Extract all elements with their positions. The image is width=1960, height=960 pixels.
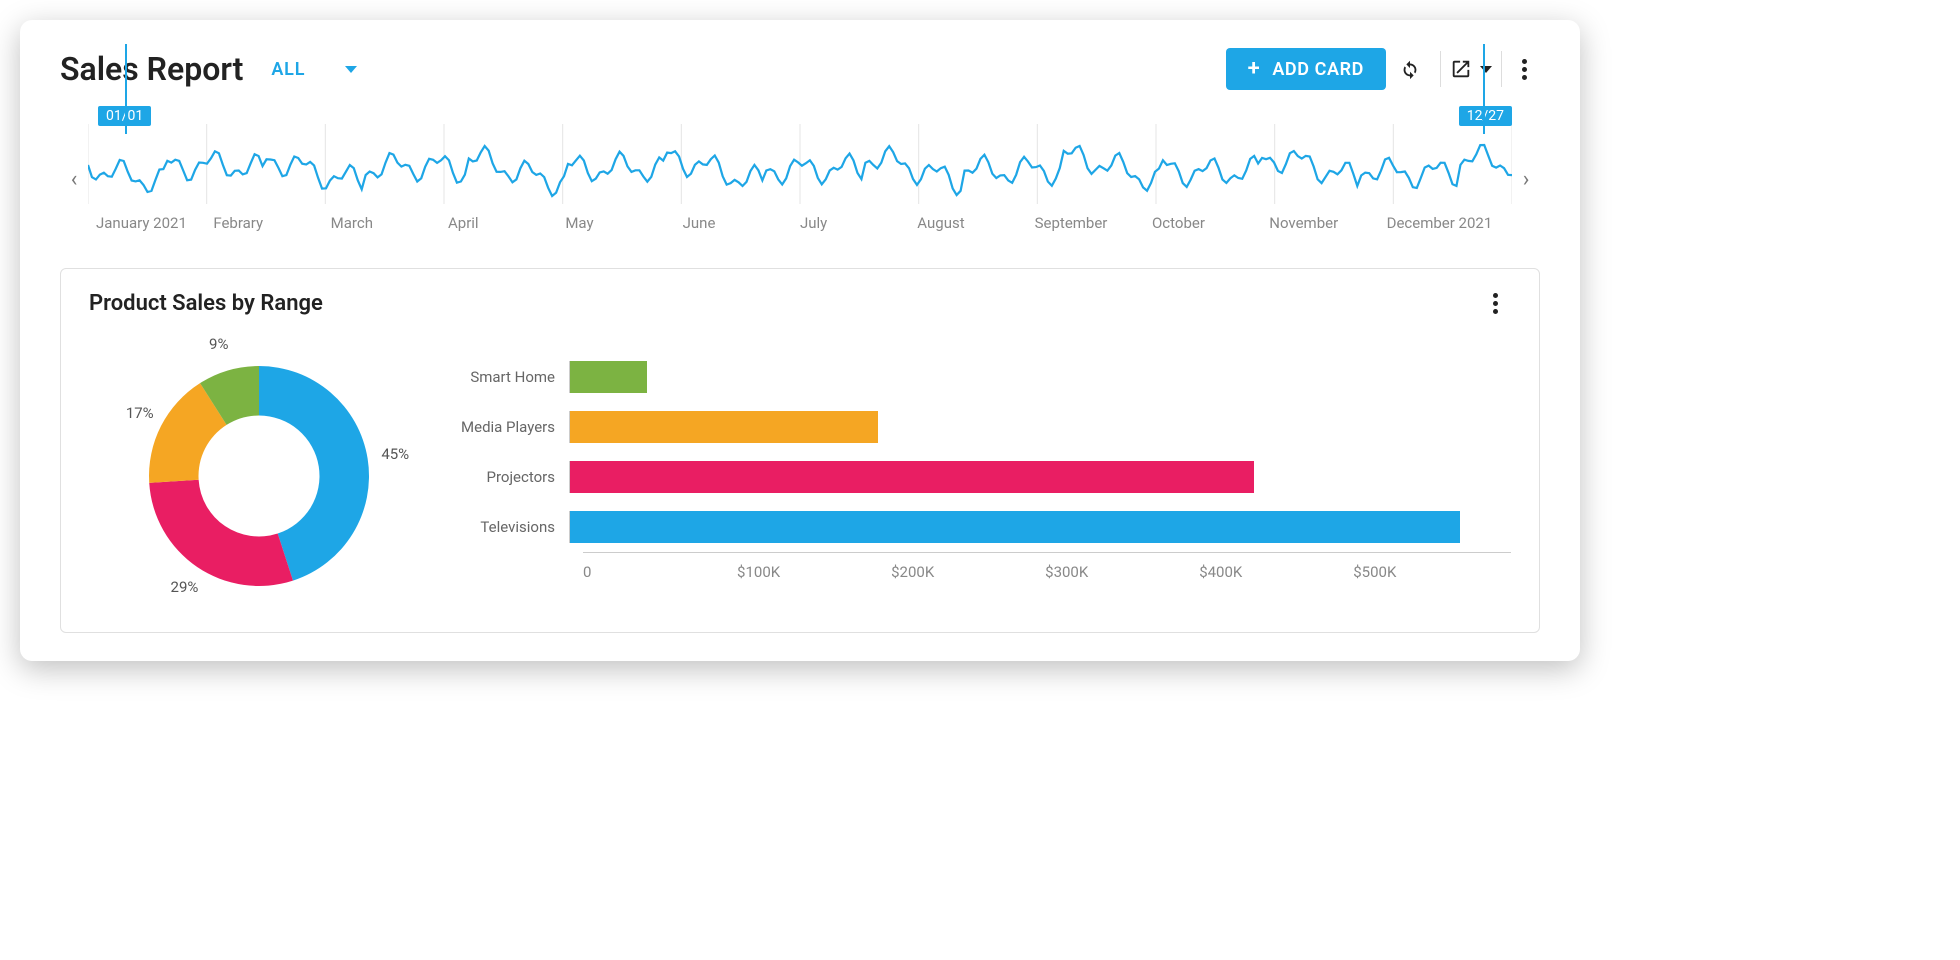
- bar-row: Televisions: [449, 502, 1511, 552]
- filter-dropdown[interactable]: ALL: [271, 59, 357, 80]
- timeline-row: ‹ 01/01 12/27 January 2021FebraryMarchAp…: [60, 114, 1540, 244]
- dashboard-container: Sales Report ALL + ADD CARD ‹: [20, 20, 1580, 661]
- month-label: September: [1035, 214, 1152, 232]
- donut-chart: 45% 29% 17% 9%: [89, 326, 409, 606]
- plus-icon: +: [1248, 58, 1261, 80]
- bar-track: [569, 411, 1511, 443]
- bar-x-axis: 0$100K$200K$300K$400K$500K: [583, 552, 1511, 581]
- timeline-prev-button[interactable]: ‹: [60, 167, 88, 192]
- donut-pct-label: 17%: [126, 404, 154, 422]
- timeline-next-button[interactable]: ›: [1512, 167, 1540, 192]
- month-label: November: [1269, 214, 1386, 232]
- bar-fill: [570, 361, 647, 393]
- charts-row: 45% 29% 17% 9% Smart Home Media Players Proje…: [89, 326, 1511, 606]
- timeline-sparkline: [88, 114, 1512, 214]
- card-more-menu[interactable]: [1479, 293, 1511, 314]
- divider: [1440, 51, 1441, 87]
- bar-tick-label: $500K: [1353, 563, 1507, 581]
- add-card-label: ADD CARD: [1272, 59, 1364, 80]
- month-label: May: [565, 214, 682, 232]
- export-icon: [1450, 58, 1472, 80]
- month-label: December 2021: [1387, 214, 1504, 232]
- range-start-marker[interactable]: 01/01: [98, 106, 151, 126]
- month-label: March: [331, 214, 448, 232]
- month-label: July: [800, 214, 917, 232]
- bar-row: Projectors: [449, 452, 1511, 502]
- timeline-chart[interactable]: 01/01 12/27 January 2021FebraryMarchApri…: [88, 114, 1512, 244]
- month-label: June: [683, 214, 800, 232]
- page-title: Sales Report: [60, 50, 243, 88]
- donut-svg: [89, 326, 409, 606]
- product-sales-card: Product Sales by Range 45% 29% 17% 9% Smart…: [60, 268, 1540, 633]
- refresh-icon: [1399, 58, 1421, 80]
- bar-tick-label: $400K: [1199, 563, 1353, 581]
- month-label: August: [917, 214, 1034, 232]
- month-label: October: [1152, 214, 1269, 232]
- bar-track: [569, 511, 1511, 543]
- bar-tick-label: $200K: [891, 563, 1045, 581]
- filter-label: ALL: [271, 59, 305, 80]
- bar-tick-label: $300K: [1045, 563, 1199, 581]
- export-dropdown[interactable]: [1447, 49, 1495, 89]
- refresh-button[interactable]: [1386, 49, 1434, 89]
- more-menu-button[interactable]: [1508, 59, 1540, 80]
- month-label: Febrary: [213, 214, 330, 232]
- donut-pct-label: 9%: [209, 335, 228, 353]
- card-header: Product Sales by Range: [89, 291, 1511, 316]
- month-label: January 2021: [96, 214, 213, 232]
- add-card-button[interactable]: + ADD CARD: [1226, 48, 1386, 90]
- bar-label: Media Players: [449, 418, 569, 436]
- range-end-marker[interactable]: 12/27: [1459, 106, 1512, 126]
- divider: [1501, 51, 1502, 87]
- bar-tick-label: 0: [583, 563, 737, 581]
- donut-pct-label: 45%: [381, 445, 409, 463]
- header-row: Sales Report ALL + ADD CARD: [60, 48, 1540, 90]
- bar-track: [569, 461, 1511, 493]
- bar-row: Media Players: [449, 402, 1511, 452]
- card-title: Product Sales by Range: [89, 291, 323, 316]
- bar-label: Televisions: [449, 518, 569, 536]
- month-label: April: [448, 214, 565, 232]
- bar-fill: [570, 461, 1254, 493]
- chevron-down-icon: [345, 66, 357, 73]
- chevron-down-icon: [1480, 66, 1492, 73]
- bar-label: Projectors: [449, 468, 569, 486]
- bar-tick-label: $100K: [737, 563, 891, 581]
- bar-row: Smart Home: [449, 352, 1511, 402]
- bar-fill: [570, 411, 878, 443]
- bar-fill: [570, 511, 1460, 543]
- timeline-x-axis: January 2021FebraryMarchAprilMayJuneJuly…: [88, 214, 1512, 232]
- bar-chart: Smart Home Media Players Projectors Televis…: [449, 352, 1511, 581]
- bar-label: Smart Home: [449, 368, 569, 386]
- bar-track: [569, 361, 1511, 393]
- donut-pct-label: 29%: [171, 578, 199, 596]
